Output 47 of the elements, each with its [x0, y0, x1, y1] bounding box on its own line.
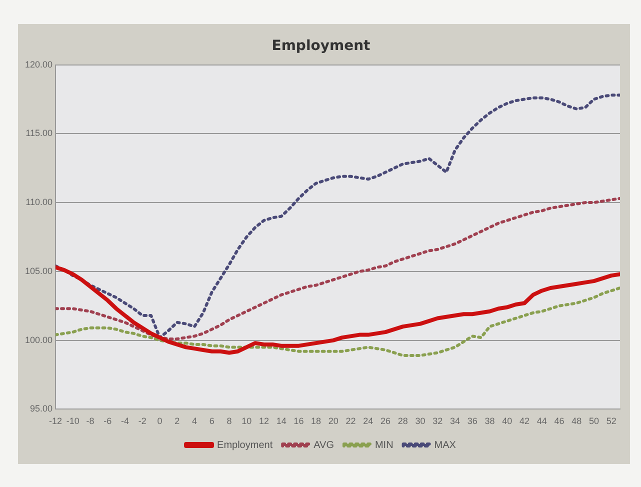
x-tick-label: 26 [380, 416, 391, 426]
y-tick-label: 115.00 [26, 128, 53, 138]
x-tick-label: 44 [536, 416, 547, 426]
x-tick-label: 16 [294, 416, 304, 426]
x-tick-label: 12 [258, 416, 269, 426]
x-tick-label: 52 [606, 416, 616, 426]
x-tick-label: -12 [49, 416, 62, 426]
x-tick-label: 28 [398, 416, 408, 426]
x-tick-label: 32 [432, 416, 443, 426]
x-tick-label: 48 [572, 416, 582, 426]
x-tick-label: 36 [467, 416, 478, 426]
x-tick-label: -10 [66, 416, 80, 426]
x-tick-label: 2 [174, 416, 180, 426]
x-tick-label: 6 [209, 416, 214, 426]
line-series [56, 94, 620, 340]
y-tick-label: 110.00 [26, 197, 53, 208]
line-series [56, 196, 620, 340]
x-tick-label: -6 [104, 416, 112, 426]
chart-title: Employment [272, 38, 371, 54]
legend-label: AVG [314, 440, 334, 451]
y-tick-label: 105.00 [24, 266, 53, 276]
x-tick-label: 4 [192, 416, 197, 426]
x-tick-label: 8 [226, 416, 232, 426]
x-tick-label: 30 [415, 416, 426, 426]
x-tick-label: -2 [138, 416, 146, 426]
x-tick-label: 34 [450, 416, 460, 426]
x-tick-label: 42 [519, 416, 530, 426]
legend-label: Employment [217, 440, 273, 451]
x-tick-label: 38 [484, 416, 495, 426]
x-tick-label: 46 [554, 416, 564, 426]
y-tick-label: 95.00 [30, 404, 53, 414]
y-tick-label: 120.00 [24, 59, 53, 70]
y-tick-label: 100.00 [24, 334, 53, 345]
x-tick-label: 40 [502, 416, 512, 426]
x-tick-label: -4 [120, 416, 130, 426]
x-tick-label: 50 [588, 416, 599, 426]
x-tick-label: 24 [363, 416, 374, 426]
x-tick-label: -8 [86, 416, 94, 426]
x-tick-label: 22 [346, 416, 356, 426]
legend-label: MAX [434, 440, 456, 451]
x-tick-label: 14 [276, 416, 286, 426]
x-tick-label: 18 [311, 416, 322, 426]
x-tick-label: 10 [242, 416, 252, 426]
legend-label: MIN [374, 440, 394, 451]
x-tick-label: 20 [328, 416, 338, 426]
line-series [56, 286, 620, 357]
x-tick-label: 0 [157, 416, 162, 426]
